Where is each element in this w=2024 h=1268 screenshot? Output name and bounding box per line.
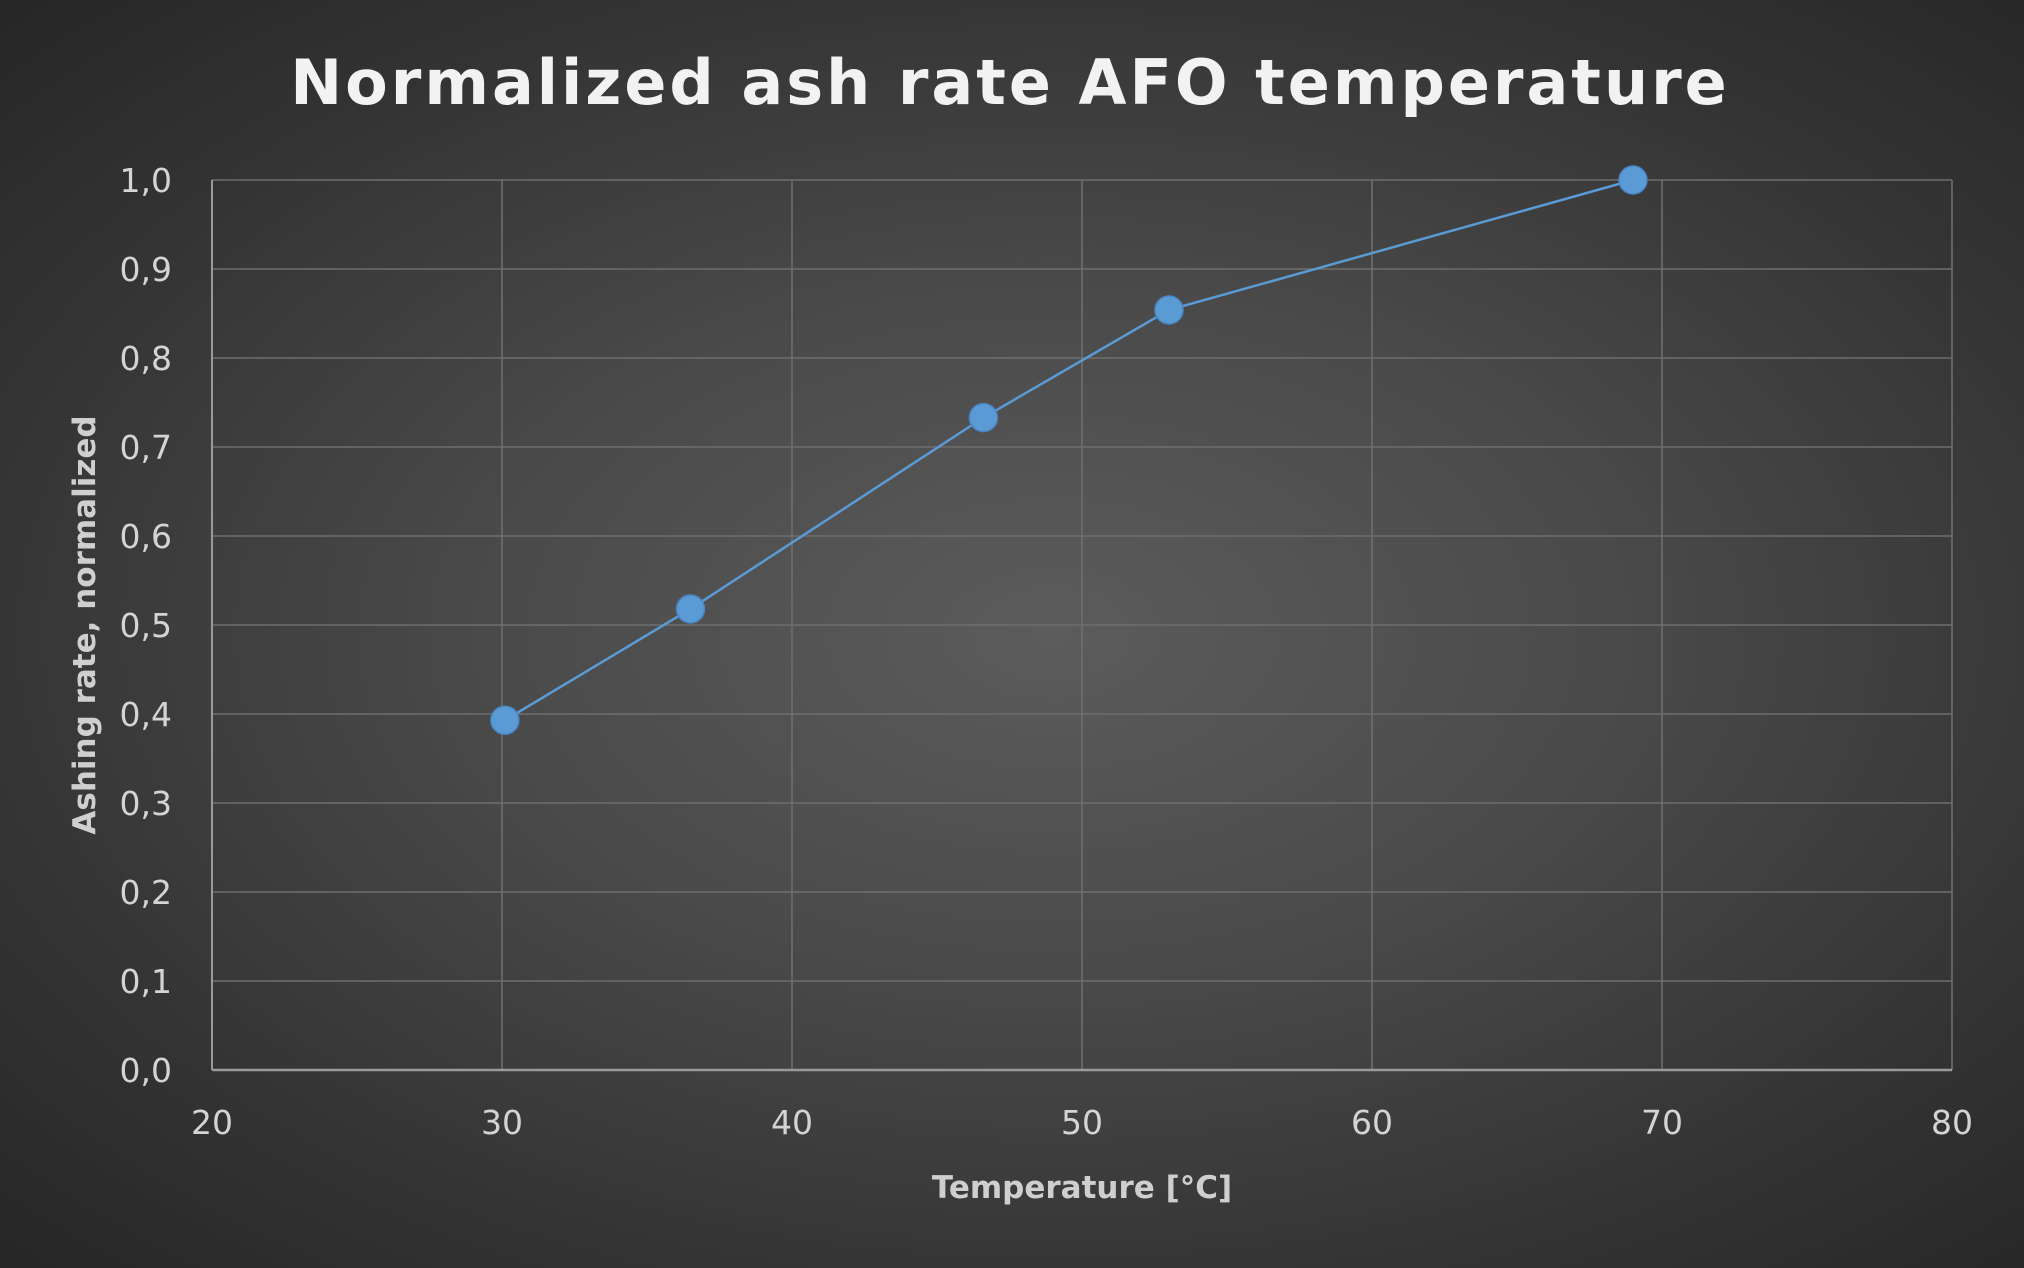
y-tick-label: 0,5 — [120, 606, 172, 645]
grid — [212, 179, 1953, 1070]
y-tick-label: 1,0 — [120, 161, 172, 200]
y-tick-label: 0,7 — [120, 428, 172, 467]
series — [490, 165, 1648, 735]
y-tick-label: 0,9 — [120, 250, 172, 289]
y-tick-label: 0,2 — [120, 873, 172, 912]
x-tick-label: 40 — [771, 1103, 813, 1142]
series-line — [504, 178, 1634, 722]
y-tick-label: 0,8 — [120, 339, 172, 378]
x-tick-label: 30 — [481, 1103, 523, 1142]
y-tick-label: 0,6 — [120, 517, 172, 556]
x-tick-label: 50 — [1061, 1103, 1103, 1142]
y-tick-label: 0,1 — [120, 962, 172, 1001]
data-point — [675, 594, 706, 624]
x-tick-label: 60 — [1351, 1103, 1393, 1142]
axes — [211, 180, 1952, 1072]
x-tick-label: 70 — [1641, 1103, 1683, 1142]
y-axis-label: Ashing rate, normalized — [67, 415, 103, 834]
x-tick-label: 80 — [1931, 1103, 1973, 1142]
y-tick-label: 0,3 — [120, 784, 172, 823]
data-point — [1618, 165, 1648, 195]
data-point — [968, 402, 999, 433]
x-tick-labels: 20 30 40 50 60 70 80 — [191, 1103, 1973, 1142]
chart-title: Normalized ash rate AFO temperature — [290, 46, 1729, 119]
x-tick-label: 20 — [191, 1103, 233, 1142]
x-axis-label: Temperature [°C] — [932, 1170, 1232, 1206]
y-tick-label: 0,4 — [120, 695, 172, 734]
data-point — [490, 705, 520, 735]
y-tick-labels: 0,0 0,1 0,2 0,3 0,4 0,5 0,6 0,7 0,8 0,9 1,0 — [120, 161, 172, 1090]
y-tick-label: 0,0 — [120, 1051, 172, 1090]
data-point — [1154, 295, 1184, 325]
